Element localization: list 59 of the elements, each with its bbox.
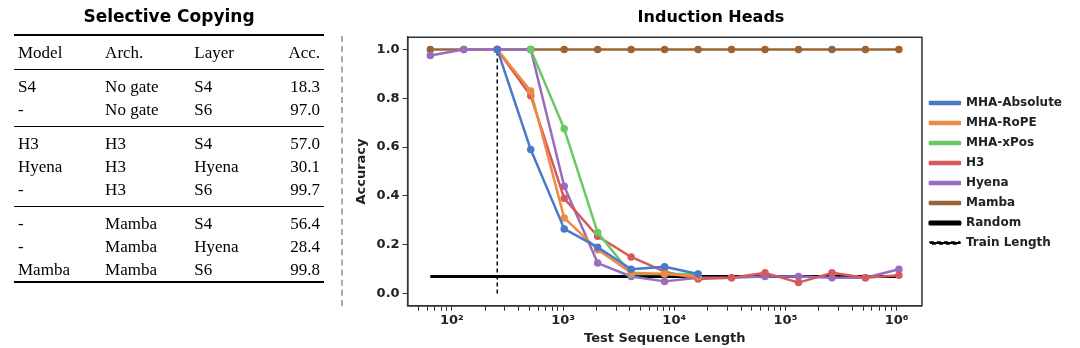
x-tick-label: 10⁶ xyxy=(884,311,909,327)
text: S4 xyxy=(18,77,36,96)
text: Mamba xyxy=(105,260,158,279)
text: Mamba xyxy=(18,260,70,279)
legend-label: MHA-Absolute xyxy=(965,95,1062,110)
category-label: Layer xyxy=(193,42,235,64)
y-tick-label: 0.0 xyxy=(376,284,400,300)
x-tick-label: 10⁴ xyxy=(662,311,687,327)
text: Hyena xyxy=(194,157,239,176)
x-axis-title: Test Sequence Length xyxy=(584,329,746,345)
text: 56.4 xyxy=(290,214,320,233)
x-tick-label: 10² xyxy=(439,311,464,327)
legend-label: H3 xyxy=(965,155,985,170)
y-tick-label: 1.0 xyxy=(376,40,400,56)
legend-label: MHA-RoPE xyxy=(965,115,1037,130)
x-tick-label: 10⁵ xyxy=(773,311,798,327)
y-tick-label: 0.6 xyxy=(376,138,400,154)
text: S4 xyxy=(194,134,213,153)
text: 99.8 xyxy=(290,260,320,279)
text: 97.0 xyxy=(290,100,320,119)
y-tick-label: 0.4 xyxy=(376,187,400,203)
legend-label: Hyena xyxy=(965,175,1009,190)
legend-label: Train Length xyxy=(965,235,1051,250)
text: Hyena xyxy=(18,157,63,176)
text: S6 xyxy=(194,100,213,119)
text: H3 xyxy=(105,134,126,153)
legend-label: Mamba xyxy=(965,195,1016,210)
text: 28.4 xyxy=(290,237,320,256)
text: - xyxy=(18,237,24,256)
category-label: Acc. xyxy=(287,42,321,64)
text: 18.3 xyxy=(290,77,320,96)
text: Mamba xyxy=(105,237,158,256)
x-tick-label: 10³ xyxy=(551,311,575,327)
text: S6 xyxy=(194,260,213,279)
text: H3 xyxy=(18,134,39,153)
y-axis-title: Accuracy xyxy=(353,137,369,205)
text: H3 xyxy=(105,180,126,199)
text: 57.0 xyxy=(290,134,320,153)
text: - xyxy=(18,100,24,119)
text: H3 xyxy=(105,157,126,176)
legend-label: MHA-xPos xyxy=(965,135,1035,150)
chart-title: Induction Heads xyxy=(637,6,785,26)
text: 99.7 xyxy=(290,180,320,199)
text: No gate xyxy=(105,100,159,119)
text: Hyena xyxy=(194,237,239,256)
legend-label: Random xyxy=(965,215,1022,230)
text: Mamba xyxy=(105,214,158,233)
y-tick-label: 0.8 xyxy=(376,89,400,105)
text: - xyxy=(18,214,24,233)
text: S6 xyxy=(194,180,213,199)
category-label: Arch. xyxy=(104,42,145,64)
text: S4 xyxy=(194,77,213,96)
text: - xyxy=(18,180,24,199)
text: 30.1 xyxy=(290,157,320,176)
text: Selective Copying xyxy=(82,6,256,26)
text: No gate xyxy=(105,77,159,96)
y-tick-label: 0.2 xyxy=(376,236,400,252)
category-label: Model xyxy=(17,42,64,64)
text: S4 xyxy=(194,214,213,233)
